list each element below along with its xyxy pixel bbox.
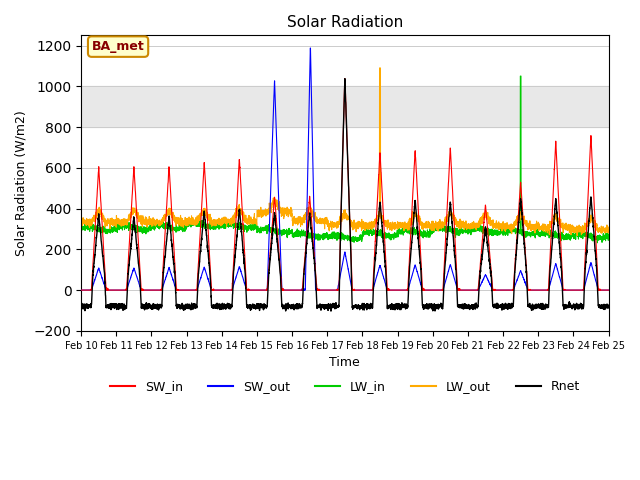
Title: Solar Radiation: Solar Radiation bbox=[287, 15, 403, 30]
X-axis label: Time: Time bbox=[330, 356, 360, 369]
Text: BA_met: BA_met bbox=[92, 40, 145, 53]
Bar bbox=[81, 86, 609, 127]
Y-axis label: Solar Radiation (W/m2): Solar Radiation (W/m2) bbox=[15, 110, 28, 256]
Legend: SW_in, SW_out, LW_in, LW_out, Rnet: SW_in, SW_out, LW_in, LW_out, Rnet bbox=[105, 375, 585, 398]
